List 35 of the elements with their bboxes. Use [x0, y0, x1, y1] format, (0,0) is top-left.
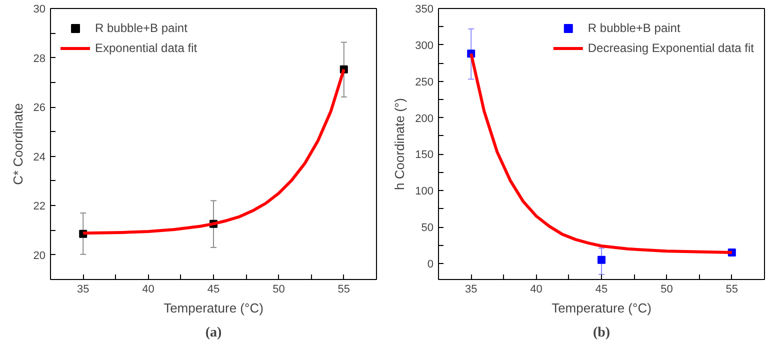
- legend-label: Decreasing Exponential data fit: [588, 41, 754, 55]
- legend-label: R bubble+B paint: [588, 21, 680, 35]
- x-tick-label: 55: [338, 284, 350, 296]
- legend-label: Exponential data fit: [95, 41, 198, 55]
- x-tick-label: 45: [595, 284, 608, 296]
- text: (a): [205, 326, 222, 340]
- x-tick-label: 55: [726, 284, 738, 296]
- x-axis-title: Temperature (°C): [164, 300, 264, 316]
- y-tick-label: 50: [421, 222, 434, 234]
- y-tick-label: 22: [33, 200, 46, 213]
- x-tick-label: 45: [207, 284, 220, 296]
- y-tick-label: 28: [33, 52, 46, 65]
- text: (b): [592, 326, 610, 340]
- y-axis-title: h Coordinate (°): [392, 98, 408, 190]
- y-tick-label: 150: [415, 149, 434, 162]
- y-tick-label: 200: [415, 112, 434, 125]
- y-axis-title: C* Coordinate: [10, 103, 26, 185]
- y-tick-label: 100: [415, 186, 434, 198]
- y-tick-label: 24: [33, 151, 46, 164]
- point: [598, 256, 606, 264]
- legend-label: R bubble+B paint: [95, 21, 188, 35]
- x-tick-label: 35: [464, 284, 478, 296]
- x-tick-label: 40: [142, 284, 154, 296]
- y-tick-label: 300: [415, 40, 434, 52]
- y-tick-label: 350: [415, 4, 434, 16]
- y-tick-label: 0: [427, 258, 434, 270]
- y-tick-label: 26: [33, 102, 46, 114]
- y-tick-label: 250: [415, 76, 434, 88]
- x-tick-label: 40: [530, 284, 542, 296]
- y-tick-label: 30: [33, 4, 46, 16]
- x-axis-title: Temperature (°C): [552, 300, 652, 316]
- x-tick-label: 50: [660, 284, 673, 296]
- x-tick-label: 50: [272, 284, 285, 296]
- y-tick-label: 20: [33, 250, 46, 262]
- x-tick-label: 35: [76, 284, 90, 296]
